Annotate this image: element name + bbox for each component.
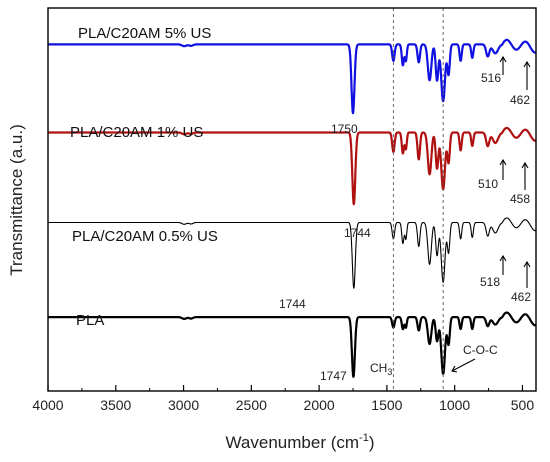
x-tick-label: 3000 bbox=[168, 397, 199, 413]
x-tick-label: 500 bbox=[511, 397, 535, 413]
peak-label-0-5pct-carbonyl: 1744 bbox=[279, 297, 306, 311]
arrow-5pct-516-head bbox=[499, 55, 507, 63]
x-tick-label: 1000 bbox=[439, 397, 470, 413]
series-line bbox=[47, 38, 537, 115]
x-axis-ticks: 4000 3500 3000 2500 2000 1500 1000 500 bbox=[32, 385, 534, 413]
annotation-c-o-c: C-O-C bbox=[463, 343, 498, 357]
y-axis-title: Transmittance (a.u.) bbox=[7, 124, 26, 275]
plot-frame bbox=[47, 7, 537, 392]
peak-label-5pct-carbonyl: 1750 bbox=[331, 122, 358, 136]
peak-label-5pct-462: 462 bbox=[510, 93, 530, 107]
annotations: 1750 516 462 1744 510 458 1744 518 462 1747 CH3 C-O… bbox=[279, 55, 531, 383]
peak-label-5pct-516: 516 bbox=[481, 71, 501, 85]
series-name-0-5pct: PLA/C20AM 0.5% US bbox=[72, 228, 218, 245]
peak-label-0-5pct-462: 462 bbox=[511, 290, 531, 304]
arrow-5pct-462-head bbox=[523, 60, 531, 68]
reference-lines bbox=[392, 8, 444, 391]
arrow-1pct-510-head bbox=[499, 158, 507, 166]
arrow-0-5pct-518-head bbox=[499, 254, 507, 262]
arrow-c-o-c-head bbox=[451, 365, 458, 373]
x-tick-label: 2000 bbox=[304, 397, 335, 413]
peak-label-pla-carbonyl: 1747 bbox=[320, 369, 347, 383]
series-line bbox=[47, 311, 537, 378]
x-tick-label: 4000 bbox=[32, 397, 63, 413]
series-line bbox=[47, 126, 537, 206]
arrow-0-5pct-462-head bbox=[523, 260, 531, 268]
annotation-ch3: CH3 bbox=[370, 361, 392, 377]
peak-label-0-5pct-518: 518 bbox=[480, 275, 500, 289]
series-name-pla: PLA bbox=[76, 312, 104, 329]
peak-label-1pct-458: 458 bbox=[510, 192, 530, 206]
arrow-1pct-458-head bbox=[521, 161, 529, 169]
series-group bbox=[47, 38, 537, 378]
series-name-1pct: PLA/C20AM 1% US bbox=[70, 124, 203, 141]
x-tick-label: 3500 bbox=[100, 397, 131, 413]
series-line bbox=[47, 217, 537, 289]
series-name-5pct: PLA/C20AM 5% US bbox=[78, 25, 211, 42]
arrow-c-o-c bbox=[451, 358, 476, 372]
peak-label-1pct-carbonyl: 1744 bbox=[344, 226, 371, 240]
x-tick-label: 1500 bbox=[371, 397, 402, 413]
x-axis-title: Wavenumber (cm-1) bbox=[226, 432, 375, 452]
x-tick-label: 2500 bbox=[236, 397, 267, 413]
peak-label-1pct-510: 510 bbox=[478, 177, 498, 191]
